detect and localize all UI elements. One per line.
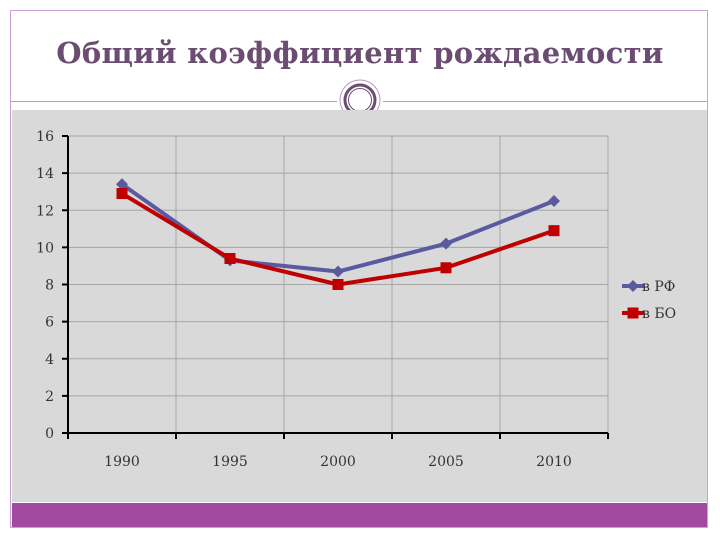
y-tick-label: 4 — [45, 352, 54, 368]
legend-marker — [627, 280, 639, 292]
legend-label: в РФ — [642, 279, 675, 295]
data-point — [116, 178, 128, 191]
x-tick-label: 2000 — [320, 454, 356, 470]
footer-bar — [12, 503, 707, 527]
data-point — [440, 237, 452, 250]
data-point — [548, 225, 560, 237]
y-tick-label: 0 — [45, 426, 54, 442]
y-tick-label: 2 — [45, 389, 54, 405]
y-tick-label: 10 — [36, 240, 54, 256]
y-tick-label: 6 — [45, 315, 54, 331]
x-tick-label: 1995 — [212, 454, 248, 470]
x-tick-label: 1990 — [104, 454, 140, 470]
slide-title: Общий коэффициент рождаемости — [56, 36, 664, 70]
legend-label: в БО — [642, 306, 676, 322]
x-tick-label: 2005 — [428, 454, 464, 470]
data-point — [224, 253, 236, 265]
legend-marker — [627, 307, 639, 319]
y-tick-label: 8 — [45, 278, 54, 294]
data-point — [116, 188, 128, 200]
chart-area — [12, 110, 707, 502]
data-point — [332, 279, 344, 290]
data-point — [440, 262, 452, 274]
data-point — [332, 265, 344, 278]
series-line-1 — [120, 182, 555, 274]
y-tick-label: 12 — [36, 203, 54, 219]
x-tick-label: 2010 — [536, 454, 572, 470]
data-point — [548, 194, 560, 207]
y-tick-label: 14 — [36, 166, 54, 182]
y-tick-label: 16 — [36, 129, 54, 145]
